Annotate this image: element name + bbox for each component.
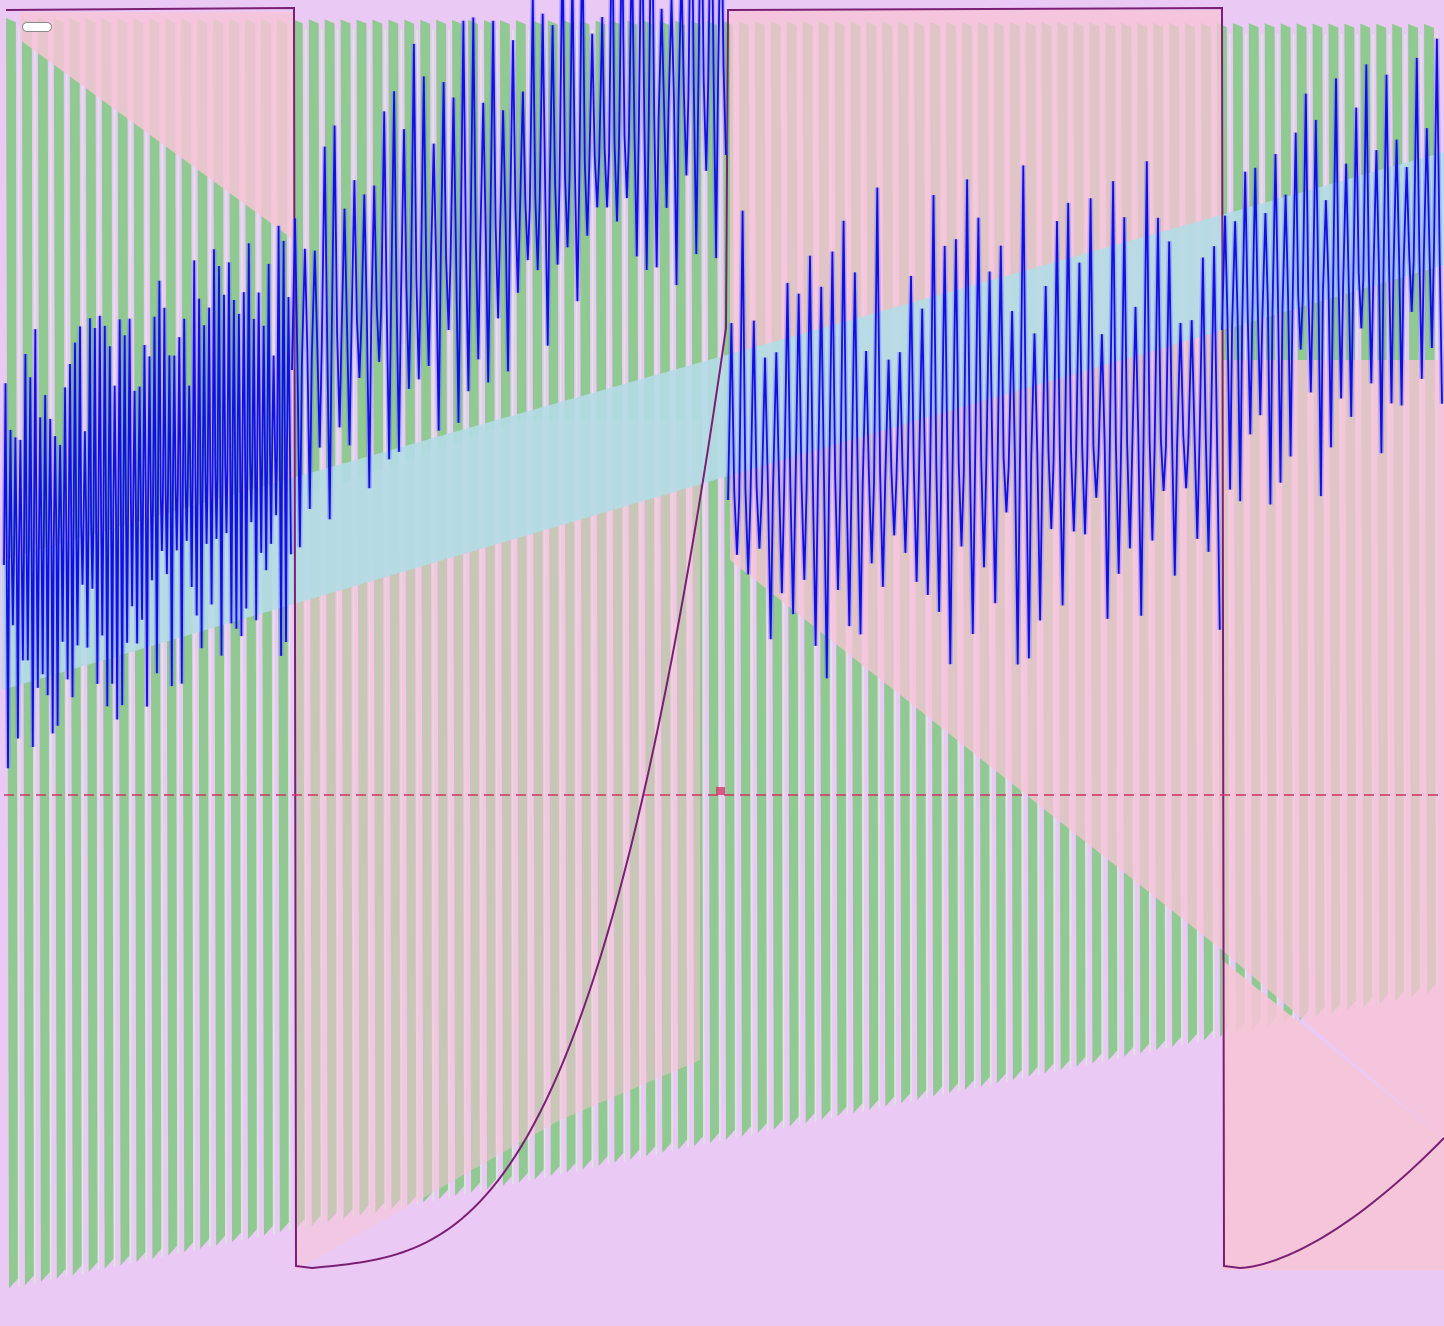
light-blue-band-layer	[2, 152, 1444, 690]
pink-region-bottom-right	[1222, 960, 1444, 1270]
light-blue-band	[2, 152, 1444, 690]
red-line-marker	[716, 787, 725, 795]
purple-curve	[5, 6, 1444, 1270]
blue-series-segment	[291, 0, 727, 548]
blue-series-layer	[1, 0, 1444, 769]
pink-region-lower-left	[296, 420, 700, 1270]
pink-region-layer	[20, 10, 1444, 1270]
purple-curve-layer	[5, 6, 1444, 1270]
green-bar	[213, 18, 226, 1246]
blue-series-segment	[1221, 38, 1443, 505]
pink-region-right	[730, 10, 1444, 1140]
red-dashed-line-layer	[4, 787, 1444, 796]
blue-series-segment	[727, 161, 1221, 679]
blue-series-segment	[3, 225, 292, 769]
corner-toggle-button[interactable]	[22, 22, 52, 32]
pink-region-top-left	[20, 12, 294, 240]
green-bar	[707, 20, 719, 1144]
